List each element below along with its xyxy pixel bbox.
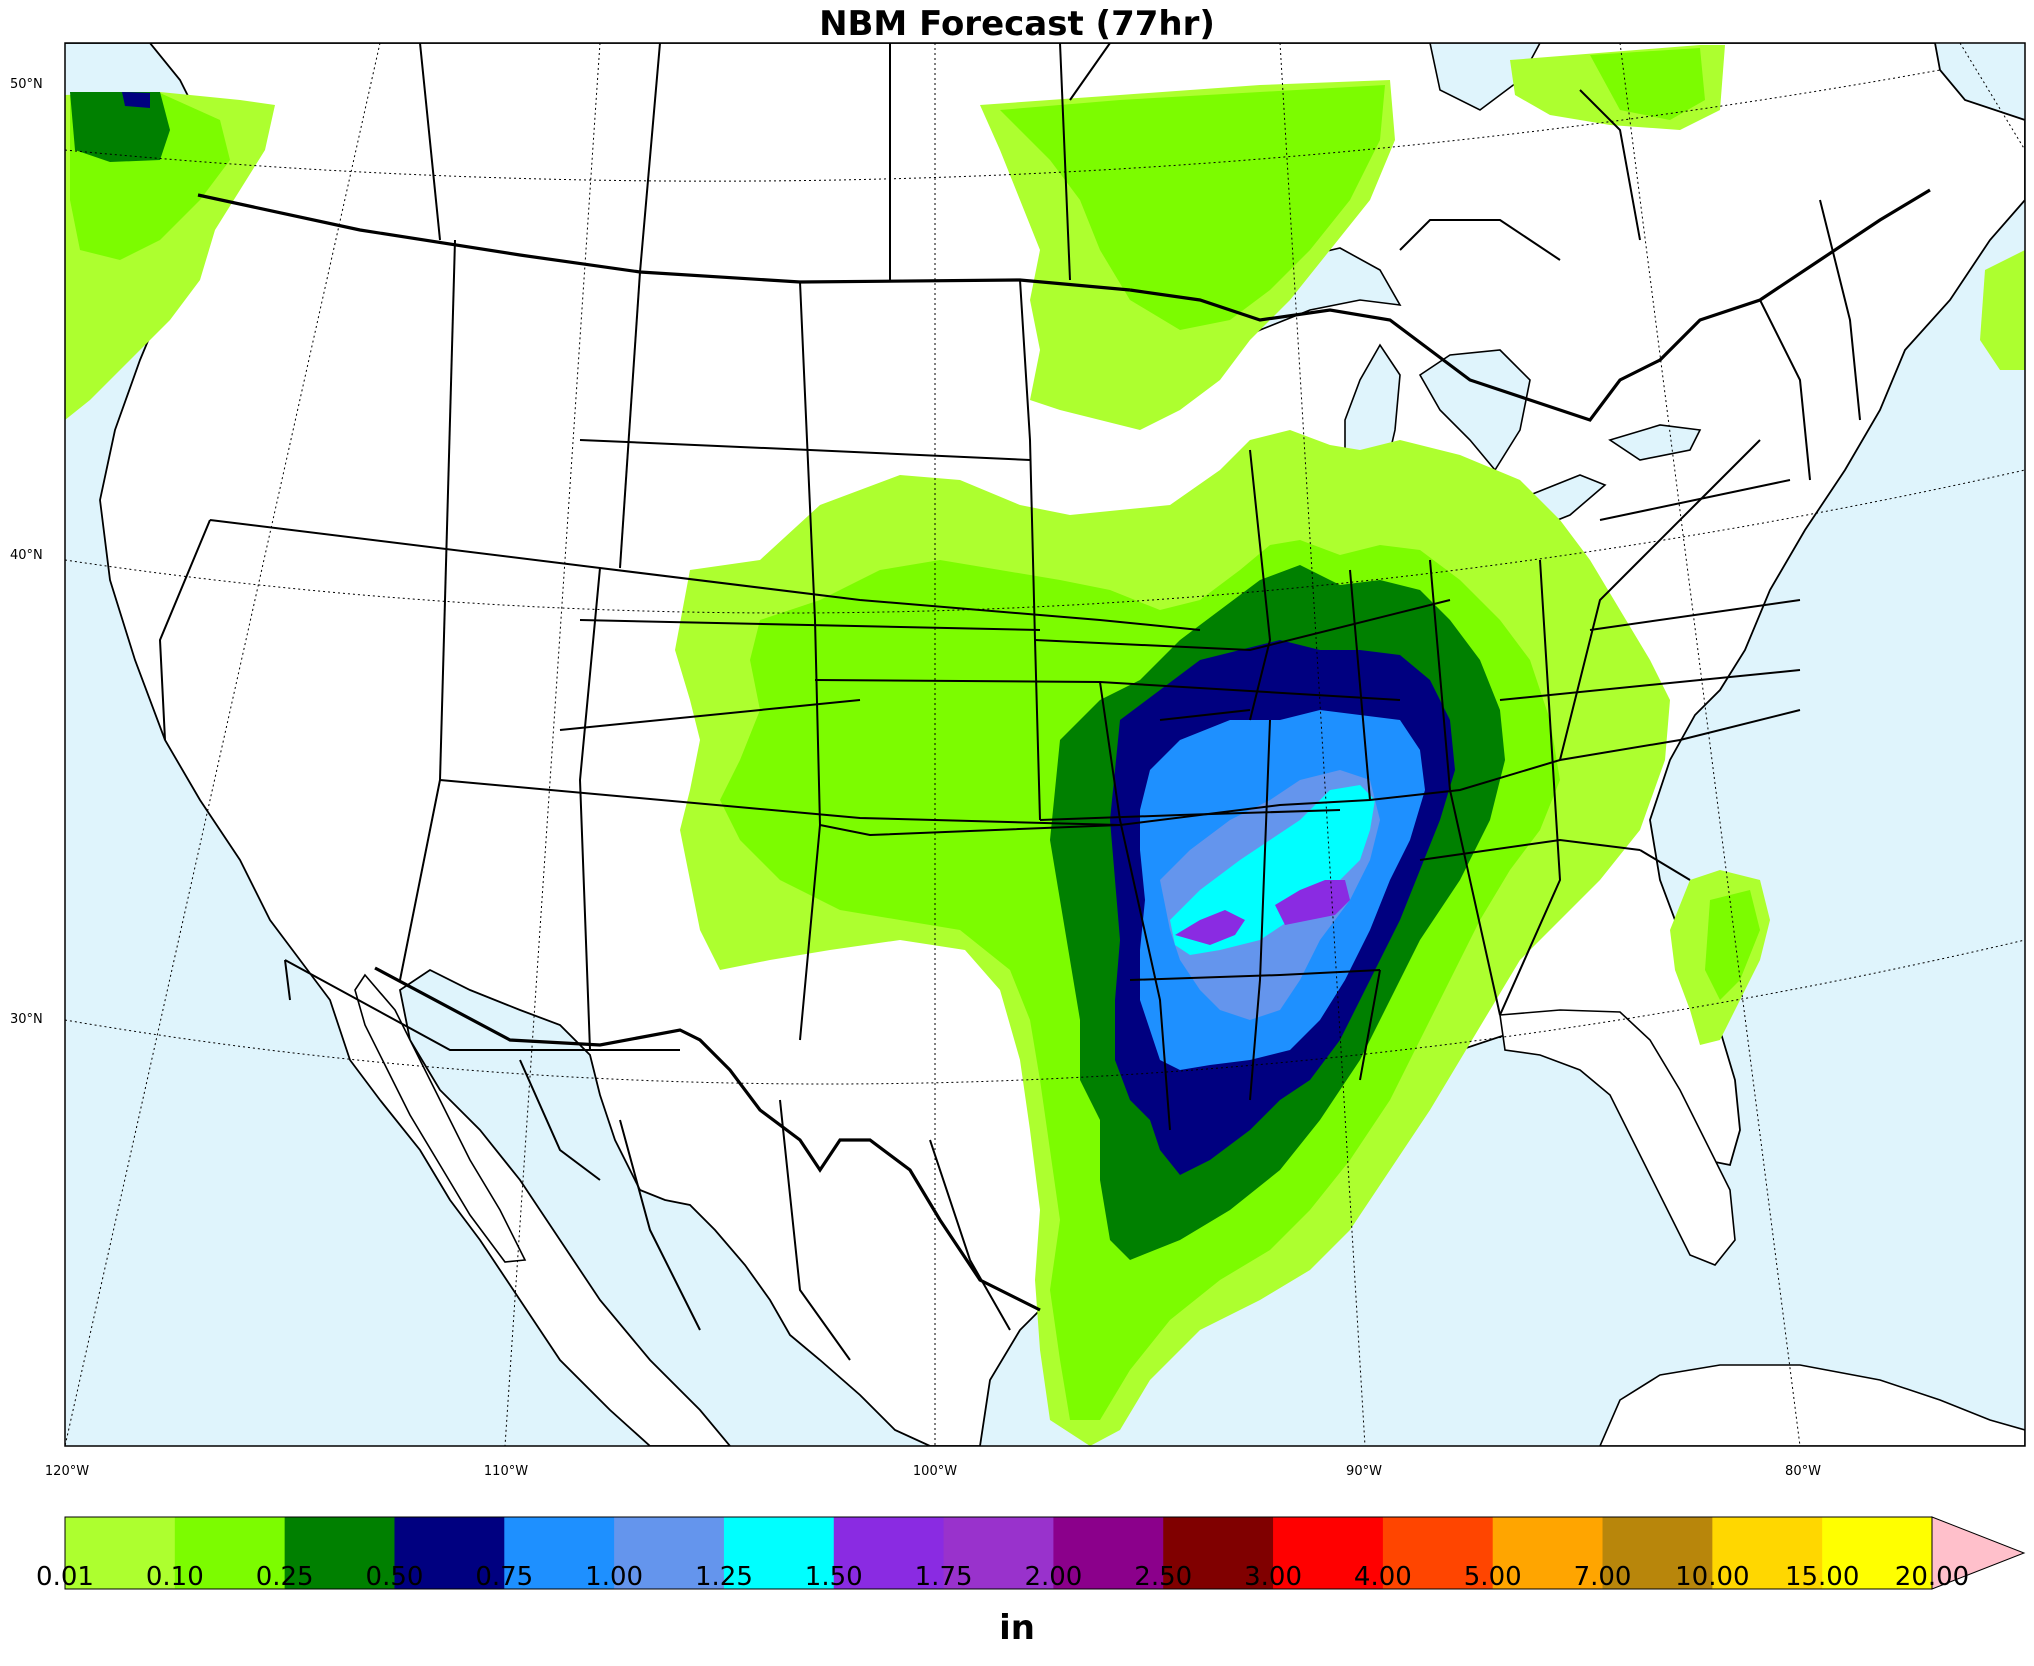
colorbar-bin bbox=[394, 1517, 505, 1589]
lon-label-90w: 90°W bbox=[1346, 1464, 1382, 1479]
colorbar-bin bbox=[723, 1517, 835, 1589]
colorbar-bin bbox=[1492, 1517, 1604, 1589]
colorbar-tick-label: 1.25 bbox=[694, 1562, 753, 1592]
colorbar-tick-label: 0.25 bbox=[255, 1562, 314, 1592]
precip-0.50-northwest bbox=[122, 92, 150, 108]
lat-label-50n: 50°N bbox=[10, 77, 43, 92]
lat-label-30n: 30°N bbox=[10, 1012, 43, 1027]
colorbar-tick-label: 15.00 bbox=[1784, 1562, 1860, 1592]
lon-label-80w: 80°W bbox=[1785, 1464, 1821, 1479]
map-title: NBM Forecast (77hr) bbox=[819, 4, 1215, 44]
colorbar-bin bbox=[1053, 1517, 1164, 1589]
colorbar-tick-label: 7.00 bbox=[1573, 1562, 1632, 1592]
precip-0.10-labrador bbox=[1590, 48, 1705, 120]
colorbar-bin bbox=[174, 1517, 286, 1589]
colorbar-units: in bbox=[999, 1608, 1035, 1648]
colorbar-bin bbox=[1273, 1517, 1384, 1589]
colorbar-tick-label: 1.00 bbox=[585, 1562, 644, 1592]
lon-label-100w: 100°W bbox=[912, 1464, 958, 1479]
precip-0.01-nova-scotia bbox=[1980, 250, 2025, 370]
political-borders bbox=[158, 43, 1931, 1361]
precip-contours bbox=[65, 45, 2025, 1446]
colorbar-bin bbox=[504, 1517, 615, 1589]
colorbar-tick-label: 1.50 bbox=[804, 1562, 863, 1592]
colorbar-frame bbox=[64, 1516, 1933, 1590]
colorbar-bin bbox=[1602, 1517, 1713, 1589]
colorbar bbox=[64, 1516, 2026, 1590]
precip-0.10-east-coast bbox=[1705, 890, 1760, 1000]
colorbar-bin bbox=[284, 1517, 395, 1589]
cuba bbox=[1599, 1364, 2025, 1446]
colorbar-bin bbox=[943, 1517, 1054, 1589]
precip-1.50-a bbox=[1175, 910, 1245, 945]
baja-california bbox=[354, 973, 527, 1263]
colorbar-bin bbox=[1163, 1517, 1274, 1589]
colorbar-tick-label: 2.00 bbox=[1024, 1562, 1083, 1592]
lon-label-120w: 120°W bbox=[44, 1464, 90, 1479]
lon-label-110w: 110°W bbox=[483, 1464, 529, 1479]
lake-huron bbox=[1418, 349, 1531, 472]
colorbar-tick-label: 10.00 bbox=[1675, 1562, 1750, 1592]
hudson-bay-south bbox=[1429, 43, 1541, 111]
graticule bbox=[65, 43, 2025, 1446]
florida bbox=[1499, 1009, 1736, 1266]
lake-ontario bbox=[1608, 424, 1702, 461]
colorbar-tick-label: 3.00 bbox=[1244, 1562, 1302, 1592]
colorbar-bin bbox=[1712, 1517, 1823, 1589]
precip-0.25-northwest bbox=[70, 92, 170, 162]
colorbar-tick-label: 0.75 bbox=[475, 1562, 534, 1592]
colorbar-bin bbox=[65, 1517, 176, 1589]
colorbar-bin bbox=[1822, 1517, 1933, 1589]
colorbar-tick-label: 0.10 bbox=[145, 1562, 204, 1592]
colorbar-bin bbox=[833, 1517, 945, 1589]
colorbar-tick-label: 0.01 bbox=[36, 1562, 94, 1592]
precip-1.50-b bbox=[1275, 880, 1350, 925]
lat-label-40n: 40°N bbox=[10, 548, 43, 563]
colorbar-bin bbox=[1382, 1517, 1494, 1589]
colorbar-tick-label: 0.50 bbox=[365, 1562, 424, 1592]
colorbar-bin bbox=[614, 1517, 725, 1589]
colorbar-tick-label: 2.50 bbox=[1134, 1562, 1193, 1592]
colorbar-tick-label: 5.00 bbox=[1463, 1562, 1522, 1592]
precip-0.10-canada bbox=[1000, 85, 1385, 330]
colorbar-tick-label: 20.00 bbox=[1894, 1562, 1970, 1592]
map-frame bbox=[64, 42, 2026, 1447]
colorbar-tick-label: 1.75 bbox=[914, 1562, 973, 1592]
colorbar-tick-label: 4.00 bbox=[1353, 1562, 1412, 1592]
